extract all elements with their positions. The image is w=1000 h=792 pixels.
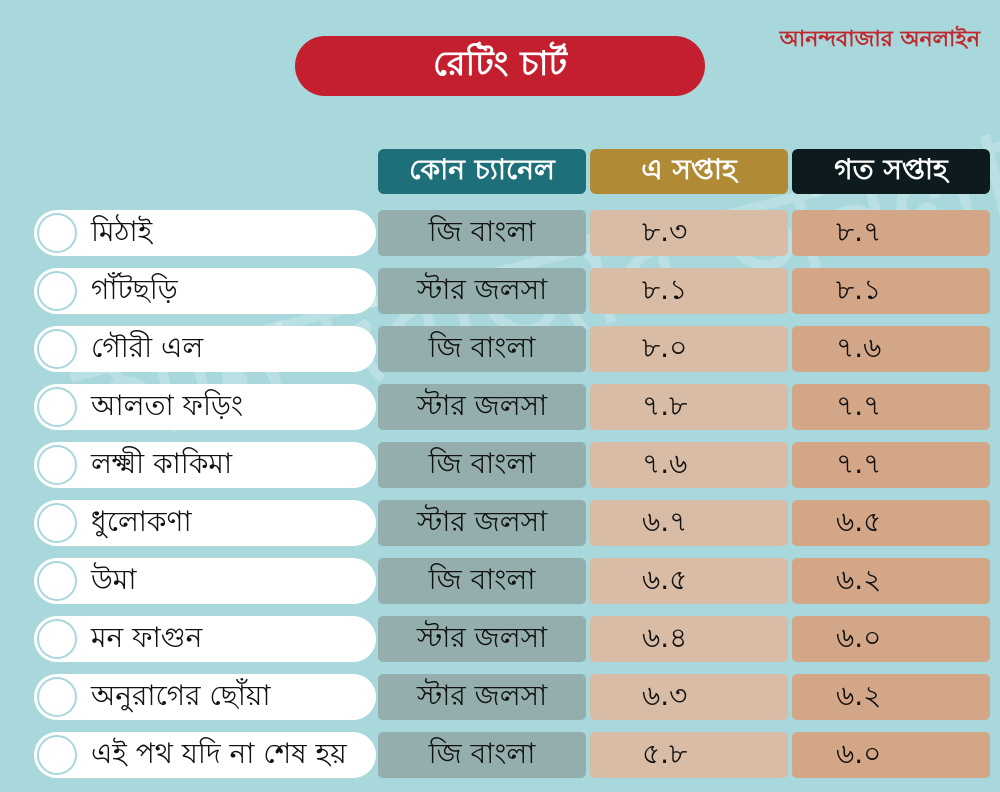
show-pill: এই পথ যদি না শেষ হয়: [34, 732, 376, 778]
table-row: লক্ষ্মী কাকিমা জি বাংলা ৭.৬ ৭.৭: [0, 442, 1000, 488]
show-pill: আলতা ফড়িং: [34, 384, 376, 430]
channel-cell: জি বাংলা: [378, 210, 586, 256]
table-row: মিঠাই জি বাংলা ৮.৩ ৮.৭: [0, 210, 1000, 256]
this-week-cell: ৮.৩: [590, 210, 788, 256]
show-name: গাঁটছড়ি: [91, 272, 178, 306]
header-channel: কোন চ্যানেল: [378, 149, 586, 194]
show-name: এই পথ যদি না শেষ হয়: [91, 736, 347, 770]
rank-circle-icon: [37, 561, 77, 601]
table-row: গাঁটছড়ি স্টার জলসা ৮.১ ৮.১: [0, 268, 1000, 314]
this-week-cell: ৭.৬: [590, 442, 788, 488]
rank-circle-icon: [37, 329, 77, 369]
show-pill: ধুলোকণা: [34, 500, 376, 546]
channel-cell: জি বাংলা: [378, 558, 586, 604]
last-week-cell: ৮.১: [792, 268, 990, 314]
show-name: লক্ষ্মী কাকিমা: [91, 446, 233, 480]
rank-circle-icon: [37, 213, 77, 253]
chart-title: রেটিং চার্ট: [295, 36, 705, 96]
last-week-cell: ৭.৭: [792, 384, 990, 430]
this-week-cell: ৬.৭: [590, 500, 788, 546]
show-pill: লক্ষ্মী কাকিমা: [34, 442, 376, 488]
header-last-week: গত সপ্তাহ: [792, 149, 990, 194]
channel-cell: জি বাংলা: [378, 326, 586, 372]
this-week-cell: ৬.৪: [590, 616, 788, 662]
show-pill: মিঠাই: [34, 210, 376, 256]
show-name: আলতা ফড়িং: [91, 388, 244, 422]
show-pill: মন ফাগুন: [34, 616, 376, 662]
table-row: ধুলোকণা স্টার জলসা ৬.৭ ৬.৫: [0, 500, 1000, 546]
channel-cell: স্টার জলসা: [378, 384, 586, 430]
last-week-cell: ৭.৭: [792, 442, 990, 488]
this-week-cell: ৮.১: [590, 268, 788, 314]
channel-cell: জি বাংলা: [378, 732, 586, 778]
table-row: অনুরাগের ছোঁয়া স্টার জলসা ৬.৩ ৬.২: [0, 674, 1000, 720]
last-week-cell: ৭.৬: [792, 326, 990, 372]
last-week-cell: ৬.২: [792, 674, 990, 720]
show-name: মন ফাগুন: [91, 620, 203, 654]
show-pill: গাঁটছড়ি: [34, 268, 376, 314]
channel-cell: স্টার জলসা: [378, 500, 586, 546]
this-week-cell: ৬.৩: [590, 674, 788, 720]
last-week-cell: ৬.০: [792, 616, 990, 662]
show-name: অনুরাগের ছোঁয়া: [91, 678, 271, 712]
show-pill: গৌরী এল: [34, 326, 376, 372]
last-week-cell: ৮.৭: [792, 210, 990, 256]
last-week-cell: ৬.০: [792, 732, 990, 778]
this-week-cell: ৮.০: [590, 326, 788, 372]
rank-circle-icon: [37, 271, 77, 311]
channel-cell: স্টার জলসা: [378, 616, 586, 662]
last-week-cell: ৬.৫: [792, 500, 990, 546]
channel-cell: স্টার জলসা: [378, 268, 586, 314]
channel-cell: স্টার জলসা: [378, 674, 586, 720]
show-pill: অনুরাগের ছোঁয়া: [34, 674, 376, 720]
table-row: গৌরী এল জি বাংলা ৮.০ ৭.৬: [0, 326, 1000, 372]
table-row: উমা জি বাংলা ৬.৫ ৬.২: [0, 558, 1000, 604]
rank-circle-icon: [37, 619, 77, 659]
show-name: ধুলোকণা: [91, 504, 192, 538]
rank-circle-icon: [37, 503, 77, 543]
show-name: গৌরী এল: [91, 330, 204, 364]
rank-circle-icon: [37, 445, 77, 485]
table-row: এই পথ যদি না শেষ হয় জি বাংলা ৫.৮ ৬.০: [0, 732, 1000, 778]
this-week-cell: ৫.৮: [590, 732, 788, 778]
rank-circle-icon: [37, 677, 77, 717]
rank-circle-icon: [37, 735, 77, 775]
last-week-cell: ৬.২: [792, 558, 990, 604]
table-row: আলতা ফড়িং স্টার জলসা ৭.৮ ৭.৭: [0, 384, 1000, 430]
rank-circle-icon: [37, 387, 77, 427]
header-this-week: এ সপ্তাহ: [590, 149, 788, 194]
this-week-cell: ৭.৮: [590, 384, 788, 430]
channel-cell: জি বাংলা: [378, 442, 586, 488]
show-name: উমা: [91, 562, 137, 596]
chart-title-text: রেটিং চার্ট: [433, 43, 567, 84]
show-pill: উমা: [34, 558, 376, 604]
show-name: মিঠাই: [91, 214, 153, 248]
table-row: মন ফাগুন স্টার জলসা ৬.৪ ৬.০: [0, 616, 1000, 662]
this-week-cell: ৬.৫: [590, 558, 788, 604]
brand-logo: আনন্দবাজার অনলাইন: [779, 26, 980, 52]
